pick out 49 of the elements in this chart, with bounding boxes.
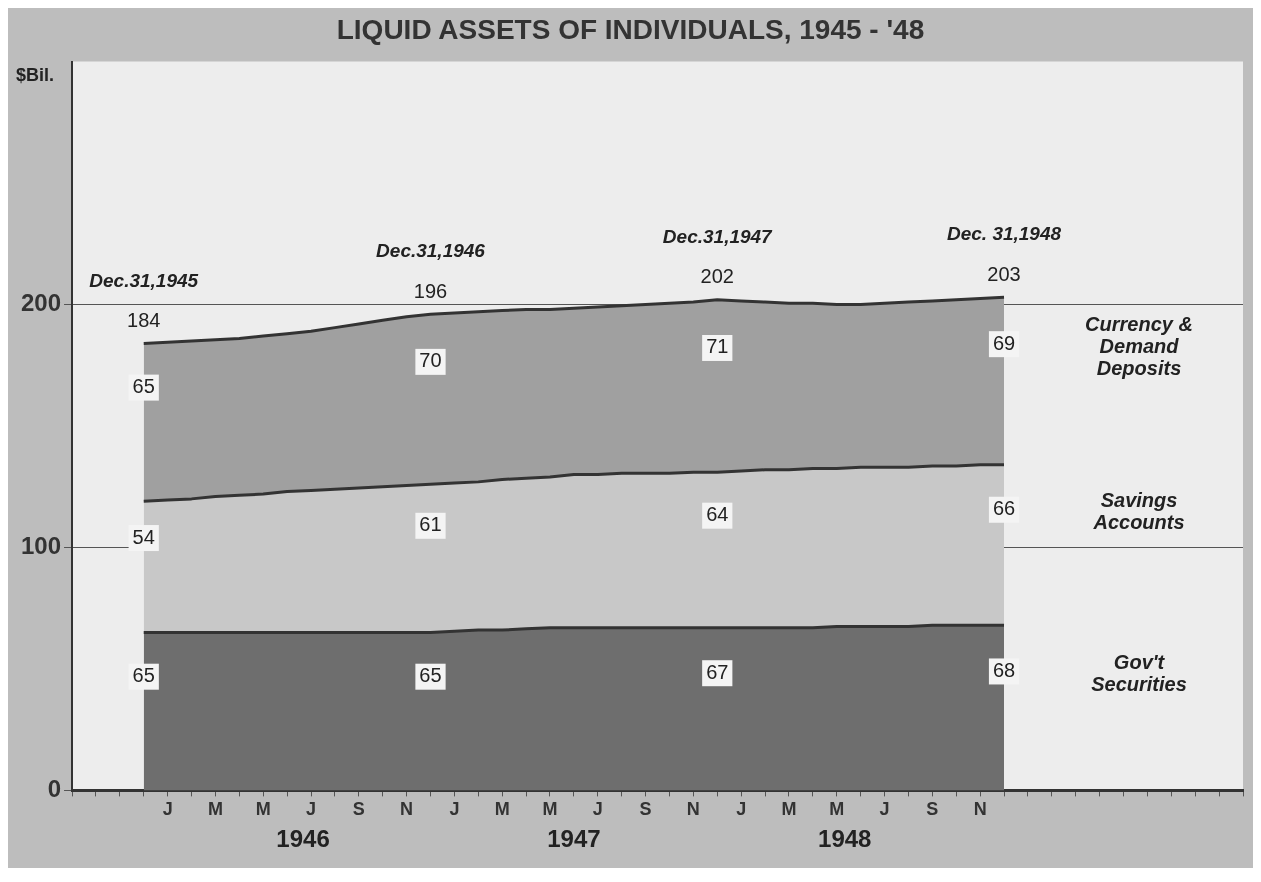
annotation: Dec. 31,1948 (946, 223, 1062, 245)
x-tick-label: J (879, 799, 890, 820)
data-label: 69 (992, 331, 1016, 354)
text: Currency & Demand Deposits (1085, 313, 1193, 380)
data-label: 65 (419, 664, 442, 687)
x-tick-label: M (207, 799, 223, 820)
y-tick-label: 200 (21, 289, 62, 317)
x-tick-label: S (352, 799, 365, 820)
x-tick-label: J (162, 799, 173, 820)
data-label: 68 (992, 658, 1016, 681)
x-tick-label: M (494, 799, 510, 820)
total-label: 184 (127, 308, 161, 331)
data-label: 54 (132, 525, 155, 548)
total-label: 202 (700, 265, 734, 288)
x-tick-label: J (736, 799, 747, 820)
total-label: 203 (987, 262, 1021, 285)
x-tick-label: M (781, 799, 797, 820)
x-tick-label: N (973, 799, 987, 820)
text: 1948 (818, 825, 872, 853)
x-tick-label: J (306, 799, 317, 820)
data-label: 61 (419, 513, 442, 536)
x-tick-label: S (926, 799, 939, 820)
text: Savings Accounts (1092, 489, 1185, 534)
x-tick-label: J (449, 799, 460, 820)
annotation: Dec.31,1945 (89, 269, 199, 291)
text: 1946 (276, 825, 330, 853)
y-axis-title: $Bil. (16, 64, 55, 85)
data-label: 70 (419, 349, 442, 372)
annotation: Dec.31,1946 (376, 240, 486, 262)
data-label: 66 (992, 497, 1016, 520)
x-tick-label: M (255, 799, 271, 820)
total-label: 196 (413, 279, 448, 302)
y-tick-label: 0 (47, 775, 62, 803)
text: Gov't Securities (1091, 651, 1187, 696)
data-label: 64 (706, 503, 729, 526)
chart-title: LIQUID ASSETS OF INDIVIDUALS, 1945 - '48 (336, 13, 925, 45)
x-tick-label: M (829, 799, 845, 820)
x-tick-label: N (400, 799, 414, 820)
data-label: 67 (706, 660, 729, 683)
y-tick-label: 100 (21, 532, 62, 560)
data-label: 65 (132, 664, 155, 687)
data-label: 71 (706, 335, 729, 358)
text: 1947 (547, 825, 601, 853)
annotation: Dec.31,1947 (662, 225, 774, 247)
x-tick-label: S (639, 799, 652, 820)
x-tick-label: M (542, 799, 558, 820)
x-tick-label: N (686, 799, 700, 820)
data-label: 65 (132, 375, 155, 398)
x-tick-label: J (592, 799, 603, 820)
